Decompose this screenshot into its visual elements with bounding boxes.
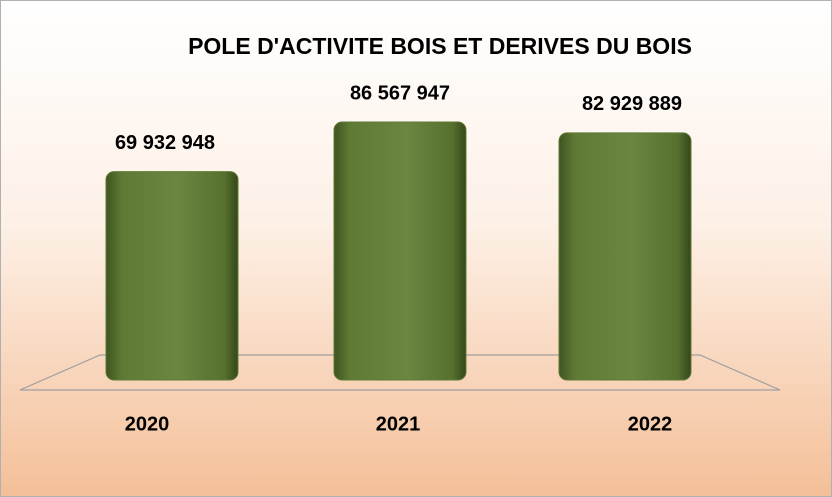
- bar: [558, 132, 692, 381]
- x-tick-label: 2022: [628, 413, 673, 435]
- bar: [333, 121, 467, 381]
- x-tick-label: 2021: [376, 413, 421, 435]
- data-label: 86 567 947: [350, 82, 450, 104]
- data-label: 69 932 948: [115, 132, 215, 154]
- data-label: 82 929 889: [582, 93, 682, 115]
- floor: [19, 354, 781, 391]
- bar: [105, 171, 239, 381]
- x-tick-label: 2020: [125, 413, 170, 435]
- chart-title: POLE D'ACTIVITE BOIS ET DERIVES DU BOIS: [188, 33, 692, 59]
